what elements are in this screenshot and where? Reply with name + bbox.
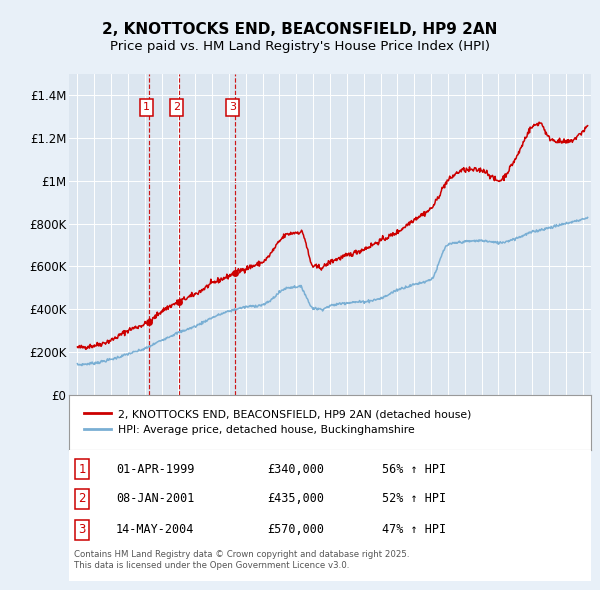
- Text: 01-APR-1999: 01-APR-1999: [116, 463, 194, 476]
- Text: £570,000: £570,000: [268, 523, 325, 536]
- Text: 56% ↑ HPI: 56% ↑ HPI: [382, 463, 446, 476]
- Text: 14-MAY-2004: 14-MAY-2004: [116, 523, 194, 536]
- Text: Contains HM Land Registry data © Crown copyright and database right 2025.
This d: Contains HM Land Registry data © Crown c…: [74, 550, 410, 569]
- Text: 2: 2: [78, 492, 86, 505]
- Text: 1: 1: [143, 103, 150, 113]
- Text: £340,000: £340,000: [268, 463, 325, 476]
- Text: 08-JAN-2001: 08-JAN-2001: [116, 492, 194, 505]
- Legend: 2, KNOTTOCKS END, BEACONSFIELD, HP9 2AN (detached house), HPI: Average price, de: 2, KNOTTOCKS END, BEACONSFIELD, HP9 2AN …: [80, 405, 475, 440]
- Text: 2, KNOTTOCKS END, BEACONSFIELD, HP9 2AN: 2, KNOTTOCKS END, BEACONSFIELD, HP9 2AN: [103, 22, 497, 37]
- Text: £435,000: £435,000: [268, 492, 325, 505]
- Text: 52% ↑ HPI: 52% ↑ HPI: [382, 492, 446, 505]
- Text: 1: 1: [78, 463, 86, 476]
- Text: 47% ↑ HPI: 47% ↑ HPI: [382, 523, 446, 536]
- Text: 2: 2: [173, 103, 180, 113]
- Text: 3: 3: [79, 523, 86, 536]
- Text: 3: 3: [229, 103, 236, 113]
- Text: Price paid vs. HM Land Registry's House Price Index (HPI): Price paid vs. HM Land Registry's House …: [110, 40, 490, 53]
